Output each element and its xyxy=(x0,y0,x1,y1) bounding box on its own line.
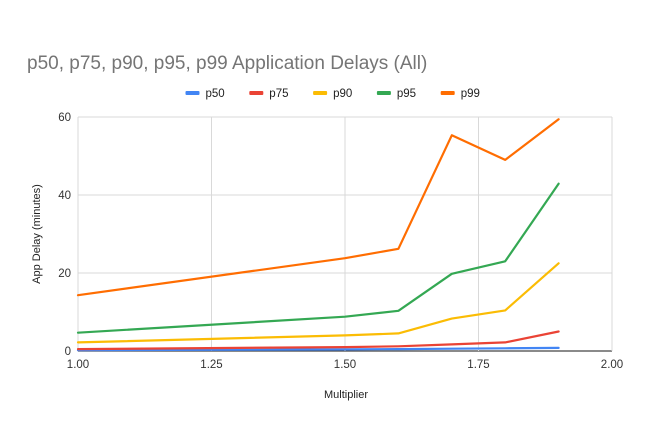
y-tick-label: 40 xyxy=(58,190,71,202)
legend-swatch-p99 xyxy=(440,91,455,95)
legend-label-p50: p50 xyxy=(206,88,225,100)
y-tick-label: 0 xyxy=(65,346,71,358)
legend-item-p50: p50 xyxy=(185,88,225,100)
x-tick-label: 1.75 xyxy=(467,359,489,371)
y-axis-title: App Delay (minutes) xyxy=(31,184,43,284)
tick-labels: 0 20 40 60 1.00 1.25 1.50 1.75 2.00 xyxy=(58,112,623,371)
legend-item-p95: p95 xyxy=(376,88,416,100)
series-line-p75 xyxy=(76,330,560,351)
legend-item-p99: p99 xyxy=(440,88,480,100)
legend-item-p75: p75 xyxy=(249,88,288,100)
y-tick-label: 20 xyxy=(58,268,71,280)
x-tick-label: 1.25 xyxy=(200,359,222,371)
legend-label-p95: p95 xyxy=(397,88,416,100)
legend-swatch-p95 xyxy=(376,91,391,95)
legend-label-p99: p99 xyxy=(461,88,480,100)
legend-swatch-p50 xyxy=(185,91,200,95)
chart-title: p50, p75, p90, p95, p99 Application Dela… xyxy=(27,53,427,74)
grid xyxy=(77,116,613,352)
legend-item-p90: p90 xyxy=(313,88,352,100)
legend-swatch-p75 xyxy=(249,91,264,95)
y-tick-label: 60 xyxy=(58,112,71,124)
legend: p50 p75 p90 p95 p99 xyxy=(185,88,480,100)
series-line-p95 xyxy=(76,182,560,334)
series-line-p50 xyxy=(76,346,560,352)
x-axis-title: Multiplier xyxy=(324,389,368,401)
series-line-p90 xyxy=(76,262,560,344)
x-tick-label: 1.00 xyxy=(67,359,89,371)
x-tick-label: 1.50 xyxy=(334,359,356,371)
series-layer xyxy=(76,118,560,352)
series-line-p99 xyxy=(76,118,560,297)
legend-swatch-p90 xyxy=(313,91,328,95)
legend-label-p75: p75 xyxy=(269,88,288,100)
x-tick-label: 2.00 xyxy=(601,359,623,371)
legend-label-p90: p90 xyxy=(333,88,352,100)
